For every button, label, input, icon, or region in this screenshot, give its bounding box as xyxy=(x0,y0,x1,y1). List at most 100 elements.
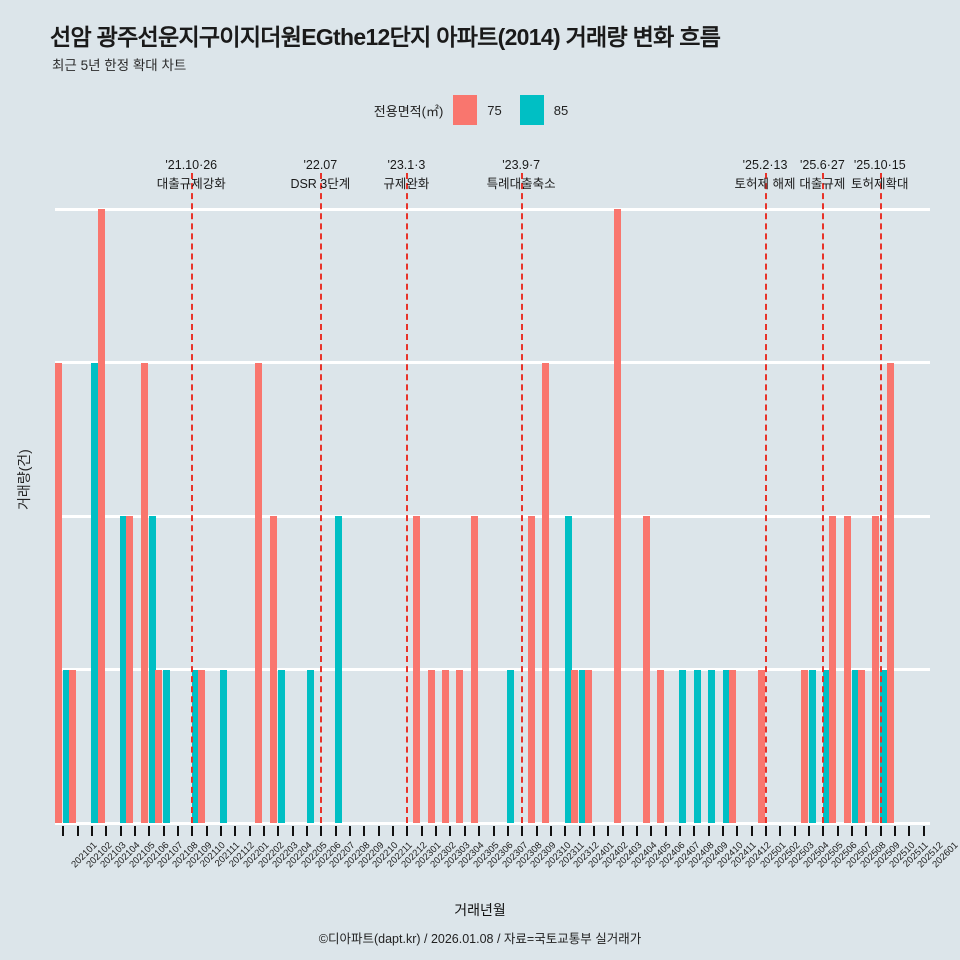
annotation-date: '25.10·15 xyxy=(853,158,906,172)
x-tick xyxy=(592,826,595,836)
bar[interactable] xyxy=(657,669,665,823)
annotation-vline xyxy=(406,173,409,823)
bar[interactable] xyxy=(693,669,701,823)
bar[interactable] xyxy=(808,669,816,823)
annotation-text: 토허제 해제 xyxy=(734,177,796,192)
x-tick xyxy=(248,826,251,836)
gridline xyxy=(55,821,930,825)
x-tick xyxy=(492,826,495,836)
x-tick xyxy=(377,826,380,836)
x-tick xyxy=(779,826,782,836)
bar[interactable] xyxy=(220,669,228,823)
bar[interactable] xyxy=(708,669,716,823)
x-tick xyxy=(564,826,567,836)
bar[interactable] xyxy=(62,669,70,823)
x-tick xyxy=(506,826,509,836)
bar[interactable] xyxy=(757,669,765,823)
x-tick xyxy=(392,826,395,836)
x-tick xyxy=(105,826,108,836)
bar[interactable] xyxy=(564,516,572,823)
bar[interactable] xyxy=(614,209,622,823)
bar[interactable] xyxy=(269,516,277,823)
bar[interactable] xyxy=(155,669,163,823)
x-tick xyxy=(621,826,624,836)
bar[interactable] xyxy=(642,516,650,823)
bar[interactable] xyxy=(441,669,449,823)
x-tick xyxy=(635,826,638,836)
x-tick xyxy=(549,826,552,836)
annotation-date: '21.10·26 xyxy=(165,158,218,172)
bar[interactable] xyxy=(69,669,77,823)
x-tick xyxy=(449,826,452,836)
bar[interactable] xyxy=(470,516,478,823)
x-tick xyxy=(62,826,65,836)
bar[interactable] xyxy=(851,669,859,823)
annotation-vline xyxy=(879,173,882,823)
bar[interactable] xyxy=(97,209,105,823)
bar[interactable] xyxy=(829,516,837,823)
bar[interactable] xyxy=(91,362,99,823)
x-tick xyxy=(162,826,165,836)
bar[interactable] xyxy=(54,362,62,823)
bar[interactable] xyxy=(140,362,148,823)
bar[interactable] xyxy=(843,516,851,823)
bar[interactable] xyxy=(880,669,888,823)
x-tick xyxy=(664,826,667,836)
bar[interactable] xyxy=(528,516,536,823)
annotation-date: '22.07 xyxy=(303,158,338,172)
x-tick xyxy=(922,826,925,836)
x-tick xyxy=(750,826,753,836)
bar[interactable] xyxy=(148,516,156,823)
x-tick xyxy=(521,826,524,836)
x-tick xyxy=(420,826,423,836)
bar[interactable] xyxy=(507,669,515,823)
x-tick xyxy=(176,826,179,836)
bar[interactable] xyxy=(126,516,134,823)
bar[interactable] xyxy=(886,362,894,823)
annotation-date: '23.9·7 xyxy=(502,158,541,172)
x-tick xyxy=(736,826,739,836)
legend-label-85: 85 xyxy=(553,102,569,118)
gridline xyxy=(55,514,930,518)
x-tick xyxy=(262,826,265,836)
bar[interactable] xyxy=(456,669,464,823)
bar[interactable] xyxy=(872,516,880,823)
annotation-vline xyxy=(521,173,524,823)
bar[interactable] xyxy=(306,669,314,823)
x-tick xyxy=(607,826,610,836)
bar[interactable] xyxy=(579,669,587,823)
bar[interactable] xyxy=(822,669,830,823)
bar[interactable] xyxy=(163,669,171,823)
x-tick xyxy=(133,826,136,836)
x-tick xyxy=(363,826,366,836)
bar[interactable] xyxy=(800,669,808,823)
bar[interactable] xyxy=(679,669,687,823)
x-tick xyxy=(478,826,481,836)
bar[interactable] xyxy=(427,669,435,823)
bar[interactable] xyxy=(191,669,199,823)
bar[interactable] xyxy=(277,669,285,823)
annotation-vline xyxy=(320,173,323,823)
bar[interactable] xyxy=(571,669,579,823)
x-tick xyxy=(435,826,438,836)
bar[interactable] xyxy=(120,516,128,823)
legend-title: 전용면적(㎡) xyxy=(373,103,444,119)
bar[interactable] xyxy=(857,669,865,823)
x-tick xyxy=(191,826,194,836)
annotation-text: 규제완화 xyxy=(383,177,430,192)
gridline xyxy=(55,207,930,211)
bar[interactable] xyxy=(585,669,593,823)
bar[interactable] xyxy=(255,362,263,823)
bar[interactable] xyxy=(542,362,550,823)
footer-credit: ©디아파트(dapt.kr) / 2026.01.08 / 자료=국토교통부 실… xyxy=(318,932,642,946)
x-tick xyxy=(650,826,653,836)
bar[interactable] xyxy=(728,669,736,823)
x-tick xyxy=(722,826,724,836)
x-tick xyxy=(879,826,882,836)
bar[interactable] xyxy=(335,516,343,823)
annotation-vline xyxy=(822,173,825,823)
bar[interactable] xyxy=(722,669,730,823)
bar[interactable] xyxy=(198,669,206,823)
bar[interactable] xyxy=(413,516,421,823)
gridline xyxy=(55,361,930,364)
